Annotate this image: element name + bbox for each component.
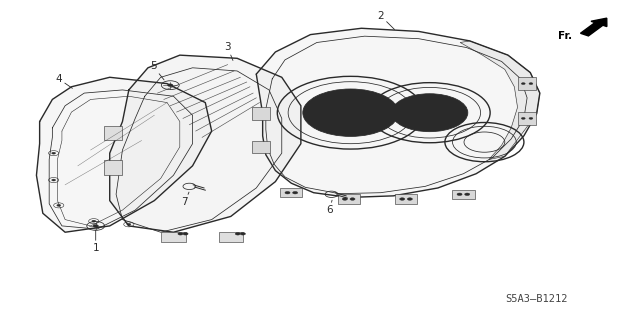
- Circle shape: [350, 198, 355, 200]
- Circle shape: [183, 233, 188, 235]
- Circle shape: [342, 198, 348, 200]
- Text: 5: 5: [150, 61, 164, 80]
- Circle shape: [93, 225, 99, 227]
- Polygon shape: [256, 28, 540, 197]
- Circle shape: [399, 198, 404, 200]
- Circle shape: [52, 152, 56, 154]
- Text: 7: 7: [182, 192, 189, 207]
- Circle shape: [178, 233, 183, 235]
- Bar: [395, 194, 417, 204]
- Bar: [518, 77, 536, 90]
- Circle shape: [285, 191, 290, 194]
- Circle shape: [57, 204, 61, 206]
- Circle shape: [168, 84, 173, 86]
- Circle shape: [303, 89, 398, 137]
- Circle shape: [127, 223, 131, 225]
- Text: 1: 1: [92, 230, 99, 253]
- Bar: [252, 141, 270, 153]
- Polygon shape: [36, 77, 212, 232]
- Bar: [252, 107, 270, 120]
- Circle shape: [465, 193, 470, 196]
- Bar: [219, 232, 243, 242]
- Circle shape: [292, 191, 298, 194]
- Bar: [280, 188, 303, 197]
- Text: 2: 2: [377, 11, 394, 29]
- Bar: [518, 112, 536, 125]
- Circle shape: [392, 94, 468, 132]
- Text: Fr.: Fr.: [557, 31, 572, 41]
- Circle shape: [52, 179, 56, 181]
- Circle shape: [236, 233, 241, 235]
- Polygon shape: [460, 41, 540, 160]
- Circle shape: [522, 83, 525, 85]
- Bar: [161, 232, 186, 242]
- Circle shape: [241, 233, 246, 235]
- Circle shape: [407, 198, 412, 200]
- Bar: [452, 189, 474, 199]
- Circle shape: [529, 117, 533, 119]
- Circle shape: [522, 117, 525, 119]
- Circle shape: [529, 83, 533, 85]
- Polygon shape: [109, 55, 301, 232]
- Text: 6: 6: [326, 200, 333, 215]
- FancyArrow shape: [580, 18, 607, 36]
- Circle shape: [457, 193, 462, 196]
- Text: S5A3–B1212: S5A3–B1212: [506, 293, 568, 304]
- Bar: [104, 160, 122, 174]
- Bar: [104, 125, 122, 140]
- Text: 3: 3: [224, 42, 233, 61]
- Text: 4: 4: [56, 74, 72, 88]
- Circle shape: [92, 220, 96, 222]
- Bar: [337, 194, 360, 204]
